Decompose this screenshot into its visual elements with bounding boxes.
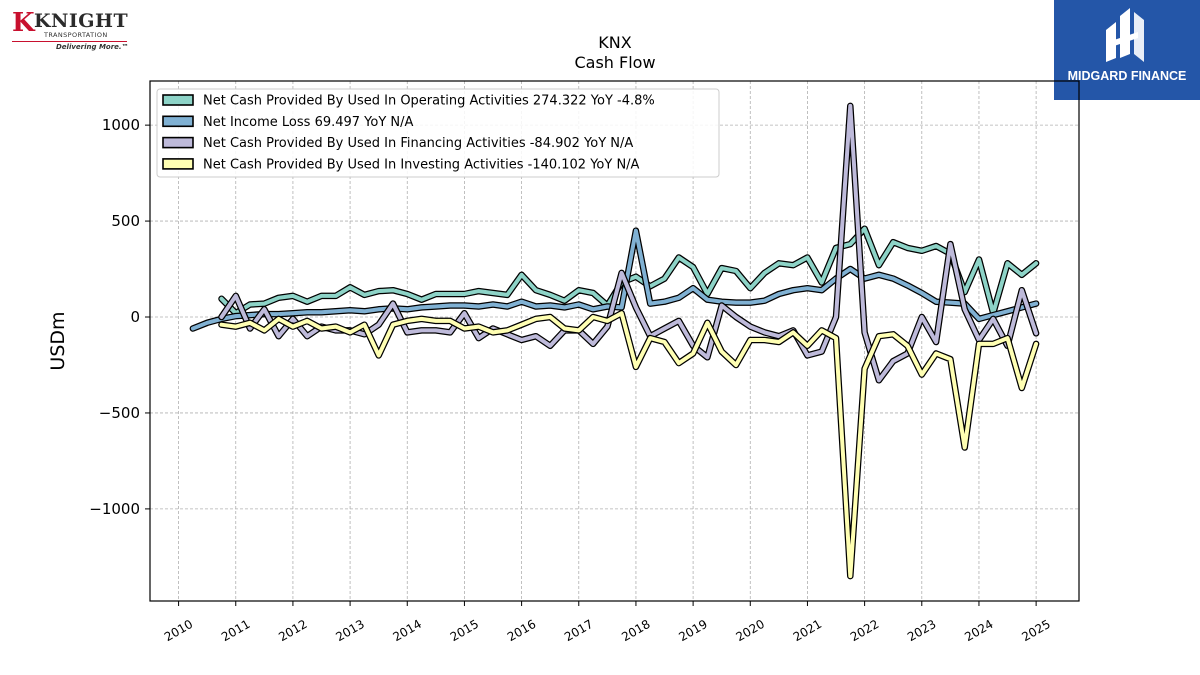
axis-ticks: 2010 2011 2012 2013 2014 2015 2016 2017 2018 2019… bbox=[89, 116, 1053, 644]
x-tick-label: 2016 bbox=[505, 617, 538, 644]
legend-label-investing-activities: Net Cash Provided By Used In Investing A… bbox=[203, 157, 640, 172]
x-tick-label: 2022 bbox=[848, 617, 881, 644]
x-tick-label: 2021 bbox=[791, 617, 824, 644]
series-lines bbox=[189, 102, 1040, 580]
legend-swatch-financing-activities bbox=[162, 136, 194, 149]
series-line-outline-investing-activities bbox=[218, 309, 1040, 580]
y-tick-label: 500 bbox=[111, 212, 140, 230]
knight-sub: TRANSPORTATION bbox=[44, 31, 108, 39]
knight-rule bbox=[12, 41, 127, 42]
y-tick-label: −500 bbox=[99, 404, 140, 422]
series-line-investing-activities bbox=[219, 311, 1039, 579]
y-tick-label: 1000 bbox=[102, 116, 140, 134]
x-tick-label: 2013 bbox=[333, 617, 366, 644]
midgard-finance-logo: MIDGARD FINANCE bbox=[1054, 0, 1200, 100]
x-tick-label: 2023 bbox=[905, 617, 938, 644]
y-tick-label: −1000 bbox=[89, 500, 140, 518]
x-tick-label: 2011 bbox=[219, 617, 252, 644]
x-tick-label: 2024 bbox=[962, 617, 995, 644]
knight-wordmark: KNIGHT bbox=[34, 10, 129, 32]
midgard-wordmark: MIDGARD FINANCE bbox=[1067, 69, 1187, 83]
x-tick-label: 2015 bbox=[448, 617, 481, 644]
legend-swatch-operating-activities bbox=[162, 94, 194, 106]
legend-swatch-net-income bbox=[162, 115, 194, 128]
x-tick-label: 2019 bbox=[676, 617, 709, 644]
chart-subtitle: Cash Flow bbox=[574, 53, 655, 72]
x-tick-label: 2014 bbox=[391, 617, 424, 644]
plot-frame bbox=[149, 80, 1080, 602]
legend-label-financing-activities: Net Cash Provided By Used In Financing A… bbox=[203, 136, 633, 151]
legend-label-net-income: Net Income Loss 69.497 YoY N/A bbox=[203, 115, 414, 130]
x-tick-label: 2017 bbox=[562, 617, 595, 644]
midgard-mark-icon bbox=[1106, 8, 1144, 62]
legend-box bbox=[156, 88, 720, 178]
knight-tagline: Delivering More.™ bbox=[56, 43, 129, 51]
legend-swatch-investing-activities bbox=[162, 158, 194, 170]
series-line-financing-activities bbox=[219, 103, 1039, 383]
legend: Net Cash Provided By Used In Operating A… bbox=[156, 88, 720, 178]
x-tick-label: 2020 bbox=[734, 617, 767, 644]
chart-title: KNX bbox=[598, 33, 631, 52]
x-tick-label: 2025 bbox=[1019, 617, 1052, 644]
y-axis-label: USDm bbox=[47, 311, 69, 370]
x-tick-label: 2012 bbox=[276, 617, 309, 644]
x-tick-label: 2018 bbox=[619, 617, 652, 644]
knight-k-mark: K bbox=[12, 8, 35, 38]
x-tick-label: 2010 bbox=[162, 617, 195, 644]
legend-label-operating-activities: Net Cash Provided By Used In Operating A… bbox=[203, 94, 655, 109]
y-tick-label: 0 bbox=[130, 308, 140, 326]
knight-logo: K KNIGHT TRANSPORTATION Delivering More.… bbox=[8, 8, 133, 54]
